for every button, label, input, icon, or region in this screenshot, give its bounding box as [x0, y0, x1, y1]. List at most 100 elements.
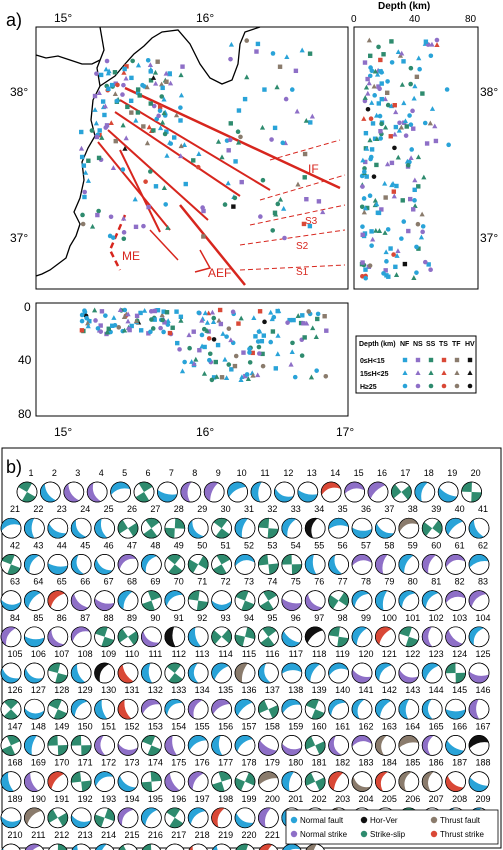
lon-depth-symbol: [207, 357, 212, 363]
beachball: 162: [351, 721, 374, 756]
depth-lat-symbol: [365, 106, 371, 112]
beachball: 178: [234, 758, 257, 792]
beachball-number: 215: [124, 830, 139, 840]
beachball: 180: [281, 758, 303, 792]
lon-depth-symbols: [79, 307, 329, 383]
depth-lat-symbol: [381, 271, 386, 276]
depth-lat-symbol: [408, 65, 414, 71]
epicentre-symbol: [135, 62, 142, 68]
depth-lat-symbol: [390, 180, 396, 186]
beachball: 71: [187, 577, 209, 611]
beachball-number: 10: [237, 468, 247, 478]
epicentre-symbol: [121, 82, 126, 88]
depth-lat-symbol: [362, 60, 368, 65]
legend-column-ss: SS: [426, 341, 436, 348]
epicentre-symbol: [236, 139, 242, 145]
epicentre-symbol: [293, 68, 299, 74]
lon-depth-symbol: [165, 318, 171, 324]
beachball-number: 184: [382, 758, 397, 768]
epicentre-symbol: [98, 72, 104, 78]
beachball-number: 219: [218, 830, 233, 840]
epicentre-symbol: [260, 177, 266, 183]
lon-depth-symbol: [189, 359, 195, 364]
depth-lat-symbol: [395, 154, 401, 160]
beachball-number: 166: [452, 721, 467, 731]
epicentre-symbol: [160, 85, 165, 91]
beachball: 12: [274, 468, 295, 503]
beachball-number: 204: [358, 794, 373, 804]
depth-lat-symbol: [391, 189, 397, 194]
depth-lat-symbol: [362, 169, 367, 174]
beachball: 194: [117, 794, 140, 829]
beachball: 198: [211, 794, 233, 829]
depth-lat-symbol: [364, 145, 370, 151]
beachball-number: 146: [475, 685, 490, 695]
lon-depth-symbol: [292, 374, 298, 380]
depth-lat-symbol: [382, 230, 388, 235]
depth-lat-symbol: [424, 141, 430, 146]
depth-lat-symbol: [367, 193, 373, 199]
beachball-number: 36: [361, 504, 371, 514]
beachball: 26: [117, 504, 139, 539]
epicentre-symbol: [289, 87, 295, 92]
depth-lat-symbol: [376, 44, 381, 50]
beachball-number: 107: [54, 649, 69, 659]
beachball: 60: [421, 540, 443, 575]
epicentre-symbol: [304, 196, 309, 202]
mechanism-legend-swatch: [290, 830, 298, 838]
depth-lat-symbol: [384, 259, 389, 264]
lon-tick-bottom-15: 15°: [54, 425, 72, 439]
lon-depth-symbol: [211, 375, 217, 380]
lon-depth-symbol: [306, 309, 312, 314]
beachball-number: 42: [10, 540, 20, 550]
beachball: 110: [117, 649, 139, 684]
beachball-number: 121: [382, 649, 397, 659]
lon-depth-symbol: [187, 345, 192, 351]
epicentre-symbol: [129, 110, 134, 115]
depth-lat-symbol: [381, 52, 386, 57]
beachball: 159: [281, 721, 303, 756]
beachball-number: 105: [7, 649, 22, 659]
lon-depth-symbol: [162, 320, 167, 325]
lon-depth-symbol: [291, 317, 296, 323]
beachball: 141: [351, 685, 374, 720]
epicentre-symbol: [121, 236, 127, 242]
beachball-number: 167: [475, 721, 490, 731]
beachball-number: 54: [291, 540, 301, 550]
lat-tick-left-38: 38°: [10, 85, 28, 99]
beachball: 131: [117, 685, 140, 720]
beachball-number: 32: [267, 504, 277, 514]
depth-lat-symbol: [378, 128, 383, 134]
mechanism-legend-swatch: [430, 830, 438, 838]
beachball: 77: [328, 577, 349, 611]
lon-depth-symbol: [251, 315, 257, 321]
beachball: 95: [258, 613, 279, 648]
epicentre-symbol: [228, 41, 235, 47]
beachball: 146: [468, 685, 491, 720]
depth-lat-symbol: [362, 231, 368, 236]
legend-symbol: [415, 357, 421, 363]
beachball-number: 144: [429, 685, 444, 695]
depth-lat-symbol: [415, 154, 422, 160]
beachball-number: 131: [124, 685, 139, 695]
epicentre-symbol: [183, 181, 188, 187]
beachball: 94: [234, 613, 256, 648]
epicentre-symbol: [173, 112, 180, 118]
beachball: 87: [70, 613, 92, 648]
epicentre-symbol: [254, 49, 259, 54]
beachball: 214: [95, 830, 116, 850]
epicentre-symbol: [82, 189, 88, 195]
beachball-number: 49: [174, 540, 184, 550]
beachball: 31: [234, 504, 256, 539]
epicentre-symbol: [164, 153, 170, 158]
depth-tick-top-0: 0: [351, 14, 357, 25]
depth-lat-symbol: [398, 124, 404, 130]
beachball-number: 94: [244, 613, 254, 623]
epicentre-symbol: [275, 201, 281, 207]
epicentre-symbol: [238, 134, 243, 140]
lat-tick-left-37: 37°: [10, 231, 28, 245]
depth-lat-symbol: [377, 113, 383, 119]
beachball-number: 201: [288, 794, 303, 804]
depth-lat-symbol: [382, 124, 389, 130]
beachball-number: 2: [52, 468, 57, 478]
